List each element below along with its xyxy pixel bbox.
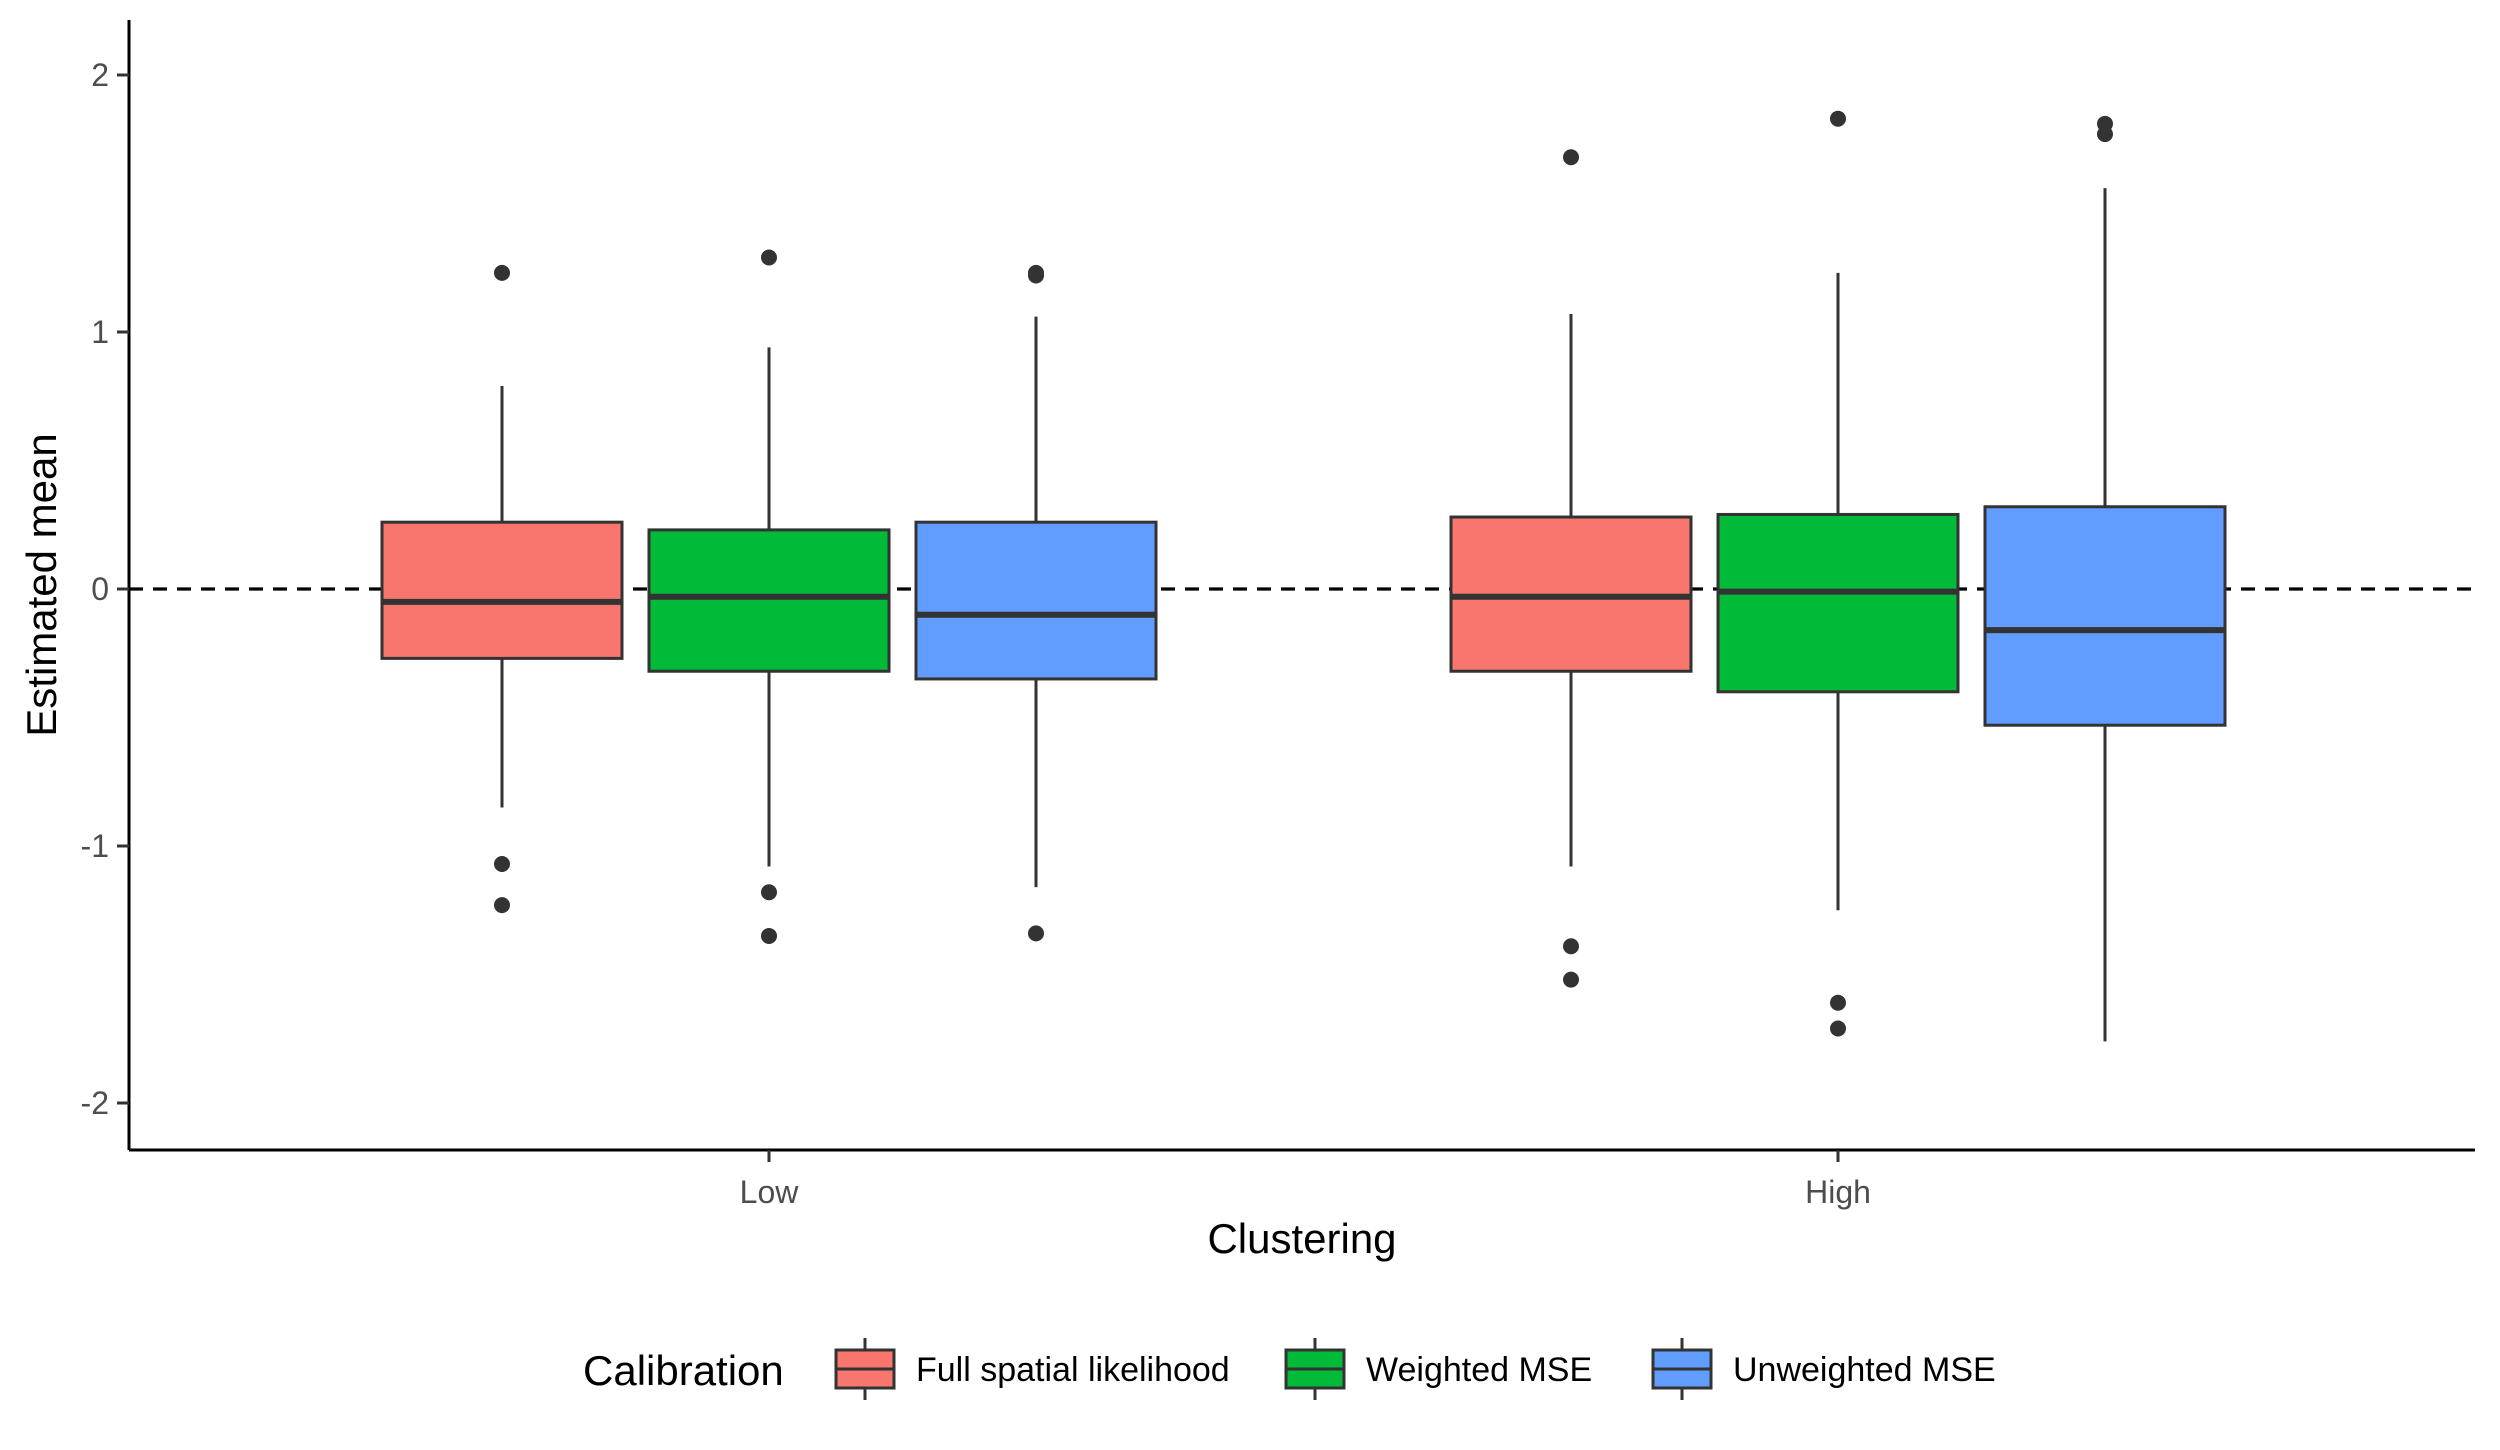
box-weighted-mse-high bbox=[1716, 110, 1960, 1037]
legend: Calibration Full spatial likelihood Weigh… bbox=[583, 1338, 1996, 1400]
box-body bbox=[914, 520, 1158, 681]
y-tick-label: 1 bbox=[91, 314, 109, 350]
box-body bbox=[380, 520, 624, 660]
legend-label: Unweighted MSE bbox=[1733, 1351, 1996, 1389]
x-axis: Low High bbox=[129, 1148, 2475, 1210]
y-tick-label: -2 bbox=[81, 1085, 109, 1121]
box-unweighted-mse-low bbox=[914, 264, 1158, 942]
box-full-spatial-likelihood-high bbox=[1449, 149, 1693, 988]
outlier-point bbox=[1563, 971, 1579, 988]
box-weighted-mse-low bbox=[647, 249, 891, 944]
y-axis: -2 -1 0 1 2 bbox=[81, 20, 131, 1150]
x-tick-label: High bbox=[1805, 1174, 1871, 1210]
outlier-point bbox=[1830, 994, 1846, 1011]
plot-area bbox=[129, 110, 2475, 1042]
outlier-point bbox=[761, 884, 777, 901]
legend-item-weighted-mse: Weighted MSE bbox=[1284, 1338, 1592, 1400]
box-body bbox=[1983, 505, 2227, 727]
legend-item-full-spatial-likelihood: Full spatial likelihood bbox=[834, 1338, 1230, 1400]
outlier-point bbox=[1028, 267, 1044, 284]
box-body bbox=[647, 528, 891, 673]
outlier-point bbox=[1028, 925, 1044, 942]
outlier-point bbox=[2097, 126, 2113, 143]
y-tick-label: 2 bbox=[91, 57, 109, 93]
x-tick-label: Low bbox=[740, 1174, 800, 1210]
box-full-spatial-likelihood-low bbox=[380, 264, 624, 914]
legend-title: Calibration bbox=[583, 1347, 784, 1394]
box-body bbox=[1716, 512, 1960, 694]
outlier-point bbox=[761, 927, 777, 944]
outlier-point bbox=[761, 249, 777, 266]
y-tick-label: -1 bbox=[81, 828, 109, 864]
legend-item-unweighted-mse: Unweighted MSE bbox=[1651, 1338, 1996, 1400]
outlier-point bbox=[1563, 938, 1579, 955]
y-axis-title: Estimated mean bbox=[18, 433, 65, 736]
outlier-point bbox=[1563, 149, 1579, 166]
outlier-point bbox=[494, 855, 510, 872]
box-unweighted-mse-high bbox=[1983, 115, 2227, 1042]
outlier-point bbox=[494, 897, 510, 914]
y-tick-label: 0 bbox=[91, 571, 109, 607]
outlier-point bbox=[1830, 110, 1846, 127]
outlier-point bbox=[1830, 1020, 1846, 1037]
legend-label: Full spatial likelihood bbox=[916, 1351, 1230, 1389]
outlier-point bbox=[494, 264, 510, 281]
x-axis-title: Clustering bbox=[1207, 1215, 1396, 1262]
legend-label: Weighted MSE bbox=[1366, 1351, 1592, 1389]
